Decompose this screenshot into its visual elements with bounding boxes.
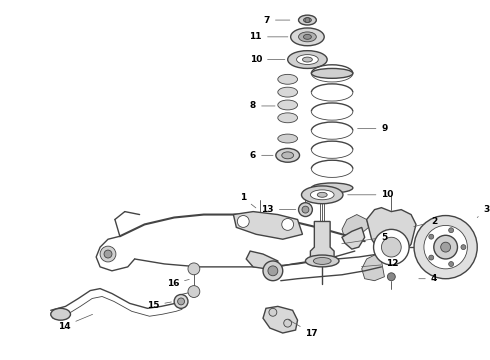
Ellipse shape — [278, 87, 297, 97]
Ellipse shape — [276, 148, 299, 162]
Circle shape — [441, 242, 451, 252]
Ellipse shape — [303, 18, 311, 23]
Ellipse shape — [291, 28, 324, 46]
Circle shape — [177, 298, 185, 305]
Polygon shape — [362, 254, 385, 281]
Ellipse shape — [51, 308, 71, 320]
Text: 7: 7 — [264, 15, 290, 24]
Circle shape — [284, 319, 292, 327]
Circle shape — [188, 263, 200, 275]
Ellipse shape — [303, 35, 311, 39]
Circle shape — [434, 235, 458, 259]
Ellipse shape — [298, 15, 317, 25]
Circle shape — [100, 246, 116, 262]
Ellipse shape — [278, 134, 297, 143]
Ellipse shape — [301, 186, 343, 204]
Ellipse shape — [305, 255, 339, 267]
Ellipse shape — [310, 190, 334, 200]
Text: 3: 3 — [477, 205, 490, 217]
Text: 13: 13 — [261, 205, 296, 214]
Text: 17: 17 — [288, 320, 318, 338]
Polygon shape — [367, 208, 416, 261]
Circle shape — [429, 255, 434, 260]
Circle shape — [449, 262, 454, 266]
Ellipse shape — [282, 152, 294, 159]
Text: 12: 12 — [362, 260, 399, 269]
Circle shape — [449, 228, 454, 233]
Polygon shape — [342, 228, 365, 249]
Circle shape — [388, 273, 395, 281]
Text: 5: 5 — [342, 233, 388, 244]
Text: 10: 10 — [249, 55, 285, 64]
Circle shape — [429, 234, 434, 239]
Polygon shape — [246, 251, 278, 269]
Text: 4: 4 — [419, 274, 437, 283]
Circle shape — [104, 250, 112, 258]
Ellipse shape — [302, 57, 312, 62]
Text: 14: 14 — [58, 314, 93, 330]
Ellipse shape — [311, 183, 353, 193]
Polygon shape — [233, 212, 302, 239]
Circle shape — [188, 285, 200, 297]
Ellipse shape — [298, 32, 317, 42]
Circle shape — [269, 308, 277, 316]
Ellipse shape — [278, 75, 297, 84]
Ellipse shape — [296, 55, 318, 64]
Circle shape — [424, 225, 467, 269]
Circle shape — [174, 294, 188, 308]
Circle shape — [282, 219, 294, 230]
Circle shape — [302, 206, 309, 213]
Circle shape — [373, 229, 409, 265]
Text: 1: 1 — [240, 193, 256, 208]
Text: 9: 9 — [358, 124, 388, 133]
Ellipse shape — [311, 68, 353, 78]
Circle shape — [414, 216, 477, 279]
Text: 2: 2 — [414, 217, 437, 227]
Text: 11: 11 — [249, 32, 288, 41]
Ellipse shape — [313, 257, 331, 264]
Ellipse shape — [318, 192, 327, 197]
Circle shape — [298, 203, 312, 216]
Circle shape — [268, 266, 278, 276]
Text: 10: 10 — [348, 190, 394, 199]
Polygon shape — [342, 215, 368, 239]
Ellipse shape — [278, 113, 297, 123]
Text: 6: 6 — [250, 151, 273, 160]
Polygon shape — [263, 306, 297, 333]
Polygon shape — [310, 221, 334, 259]
Circle shape — [461, 245, 466, 249]
Circle shape — [382, 237, 401, 257]
Circle shape — [237, 216, 249, 228]
Text: 16: 16 — [167, 279, 189, 288]
Circle shape — [263, 261, 283, 281]
Ellipse shape — [288, 51, 327, 68]
Ellipse shape — [278, 100, 297, 110]
Text: 15: 15 — [147, 301, 172, 310]
Text: 8: 8 — [250, 102, 275, 111]
Circle shape — [305, 18, 310, 23]
